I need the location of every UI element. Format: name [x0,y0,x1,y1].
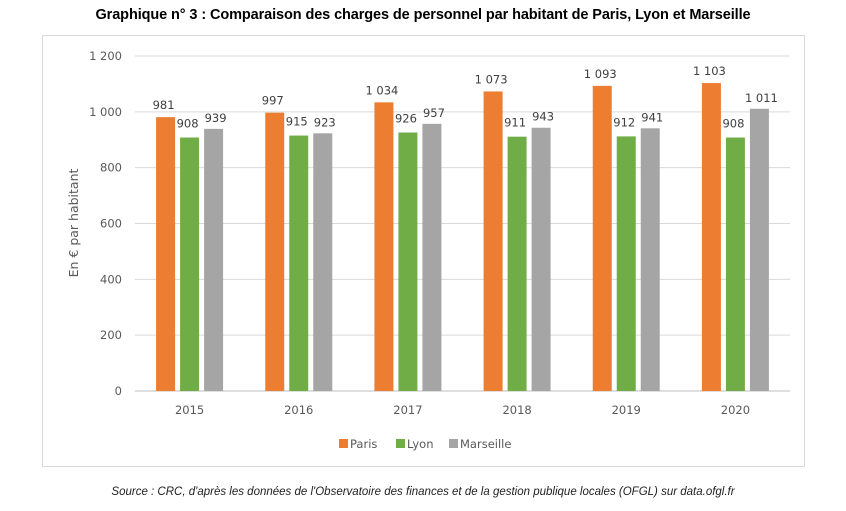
data-label: 915 [286,115,308,129]
data-label: 1 103 [693,64,726,78]
y-tick-label: 400 [100,272,122,286]
x-tick-label: 2020 [721,403,750,417]
y-axis-label: En € par habitant [66,169,81,278]
data-label: 939 [205,111,227,125]
bar-marseille-2020 [749,108,769,391]
y-tick-label: 1 200 [89,49,122,63]
legend-label: Paris [350,437,377,451]
data-label: 926 [395,111,417,125]
y-tick-label: 1 000 [89,105,122,119]
data-label: 957 [423,106,445,120]
x-tick-label: 2016 [284,403,313,417]
legend-label: Marseille [460,437,511,451]
data-label: 1 011 [745,91,778,105]
bar-lyon-2019 [616,136,636,391]
legend: Paris Lyon Marseille [339,437,511,451]
data-label: 1 034 [365,83,398,97]
legend-item-paris: Paris [339,437,377,451]
bar-lyon-2015 [180,137,200,391]
bar-marseille-2015 [204,128,224,392]
source-note: Source : CRC, d'après les données de l'O… [111,486,735,498]
x-tick-label: 2015 [175,403,204,417]
bar-paris-2017 [374,102,394,391]
legend-item-lyon: Lyon [396,437,433,451]
legend-label: Lyon [407,437,433,451]
bar-paris-2016 [265,112,285,391]
data-label: 911 [504,116,526,130]
bar-lyon-2016 [289,135,309,391]
data-label: 908 [722,117,744,131]
bar-paris-2015 [156,117,176,391]
y-axis-ticks: 0 200 400 600 800 1 000 1 200 [89,49,122,398]
data-label: 941 [641,110,663,124]
legend-swatch [339,439,348,448]
bar-paris-2018 [483,91,503,392]
x-tick-label: 2017 [393,403,422,417]
bar-chart: 0 200 400 600 800 1 000 1 200 En € par habitan… [66,49,790,451]
data-label: 1 073 [475,72,508,86]
bar-paris-2019 [592,85,612,391]
y-tick-label: 0 [115,384,122,398]
y-tick-label: 800 [100,161,122,175]
chart-title: Graphique n° 3 : Comparaison des charges… [95,7,751,23]
data-label: 997 [262,94,284,108]
bar-marseille-2018 [531,127,551,391]
data-label: 943 [532,110,554,124]
data-label: 912 [613,115,635,129]
x-tick-label: 2018 [502,403,531,417]
bar-lyon-2020 [725,137,745,391]
x-axis-ticks: 2015 2016 2017 2018 2019 2020 [175,403,750,417]
bar-marseille-2019 [640,128,660,391]
bar-lyon-2018 [507,136,527,391]
data-label: 981 [153,98,175,112]
data-label: 923 [314,115,336,129]
x-tick-label: 2019 [612,403,641,417]
gridlines [135,55,790,392]
y-tick-label: 200 [100,328,122,342]
legend-item-marseille: Marseille [449,437,511,451]
bars [156,83,769,392]
y-tick-label: 600 [100,217,122,231]
bar-marseille-2016 [313,133,333,391]
bar-lyon-2017 [398,132,418,391]
legend-swatch [396,439,405,448]
bar-paris-2020 [701,83,721,392]
bar-marseille-2017 [422,123,442,392]
data-label: 908 [177,117,199,131]
data-label: 1 093 [584,67,617,81]
legend-swatch [449,439,458,448]
